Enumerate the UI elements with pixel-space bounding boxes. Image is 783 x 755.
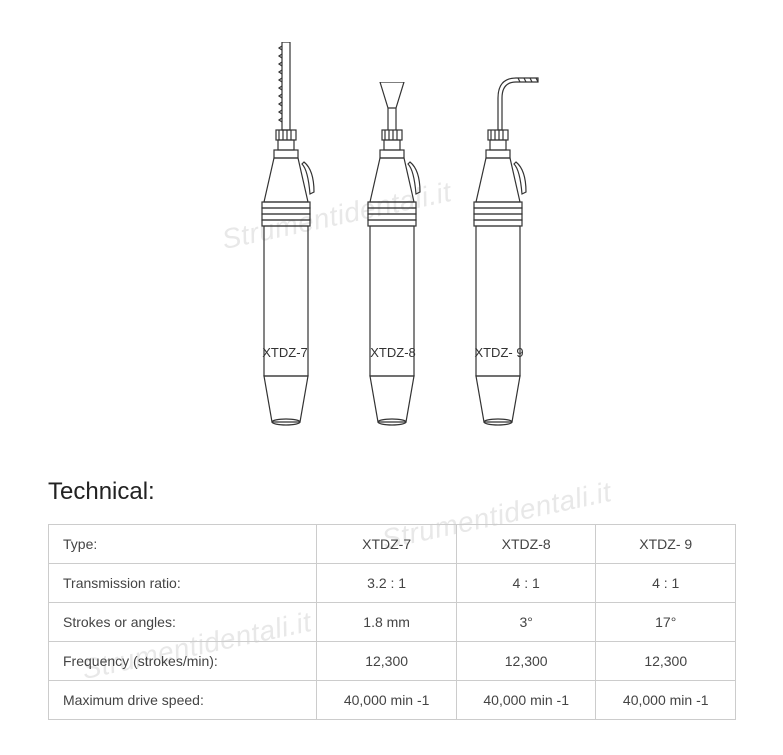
spec-value: 40,000 min -1 [317,681,457,720]
table-row: Transmission ratio:3.2 : 14 : 14 : 1 [49,564,736,603]
table-row: Frequency (strokes/min):12,30012,30012,3… [49,642,736,681]
spec-value: 1.8 mm [317,603,457,642]
tool-xtdz8-label: XTDZ-8 [358,345,428,360]
spec-value: 12,300 [317,642,457,681]
spec-table: Type:XTDZ-7XTDZ-8XTDZ- 9Transmission rat… [48,524,736,720]
table-row: Strokes or angles:1.8 mm3°17° [49,603,736,642]
spec-label: Frequency (strokes/min): [49,642,317,681]
spec-value: XTDZ- 9 [596,525,736,564]
spec-value: XTDZ-8 [456,525,596,564]
diagram-area: Strumentidentali.it [0,0,783,460]
spec-value: 4 : 1 [596,564,736,603]
spec-value: XTDZ-7 [317,525,457,564]
spec-label: Strokes or angles: [49,603,317,642]
spec-value: 40,000 min -1 [456,681,596,720]
tool-xtdz9-label: XTDZ- 9 [464,345,534,360]
spec-value: 3° [456,603,596,642]
spec-label: Maximum drive speed: [49,681,317,720]
tool-xtdz8-diagram [352,82,432,432]
tool-xtdz9-diagram [458,70,558,432]
technical-heading: Technical: [48,478,155,506]
spec-label: Transmission ratio: [49,564,317,603]
spec-value: 3.2 : 1 [317,564,457,603]
spec-value: 12,300 [456,642,596,681]
spec-value: 4 : 1 [456,564,596,603]
tool-xtdz7-diagram [246,42,326,432]
table-row: Maximum drive speed:40,000 min -140,000 … [49,681,736,720]
tool-xtdz7-label: XTDZ-7 [250,345,320,360]
spec-value: 12,300 [596,642,736,681]
spec-label: Type: [49,525,317,564]
table-row: Type:XTDZ-7XTDZ-8XTDZ- 9 [49,525,736,564]
spec-value: 17° [596,603,736,642]
spec-value: 40,000 min -1 [596,681,736,720]
